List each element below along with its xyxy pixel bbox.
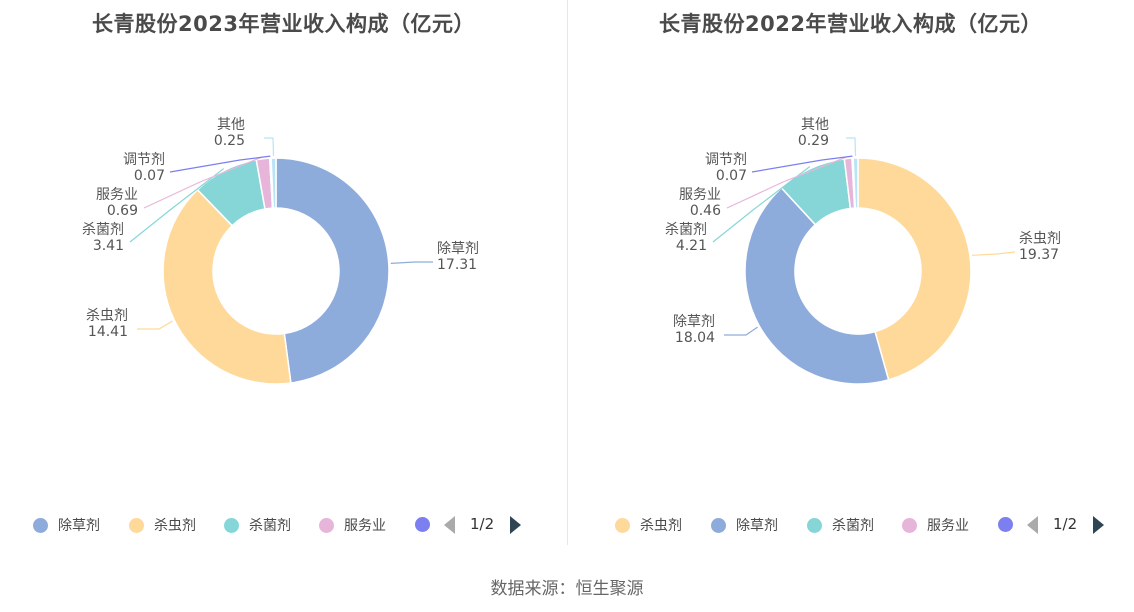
legend-marker bbox=[129, 517, 144, 533]
leader-line bbox=[129, 168, 225, 243]
legend-overflow-dot bbox=[998, 517, 1013, 532]
chart-panel-2022: 长青股份2022年营业收入构成（亿元） 杀虫剂 19.37 除草剂 18.04 杀菌剂 4… bbox=[567, 0, 1134, 545]
legend-label: 杀菌剂 bbox=[832, 518, 874, 534]
chart-legend: 除草剂 杀虫剂 杀菌剂 服务业 1/2 bbox=[0, 510, 567, 540]
legend-label: 杀虫剂 bbox=[640, 518, 682, 534]
chart-legend: 杀虫剂 除草剂 杀菌剂 服务业 1/2 bbox=[567, 510, 1134, 540]
legend-next-page-icon[interactable] bbox=[510, 516, 521, 534]
legend-marker bbox=[319, 517, 334, 533]
leader-line bbox=[712, 166, 811, 243]
legend-item[interactable]: 杀菌剂 bbox=[224, 510, 291, 540]
leader-line bbox=[724, 326, 758, 336]
legend-page-indicator: 1/2 bbox=[470, 515, 495, 533]
slice-label: 其他 bbox=[801, 117, 829, 133]
slice-label: 杀菌剂 bbox=[665, 222, 707, 238]
legend-overflow-dot bbox=[415, 517, 430, 532]
slice-value-label: 0.07 bbox=[134, 168, 165, 184]
legend-item[interactable]: 杀虫剂 bbox=[129, 510, 196, 540]
slice-label: 调节剂 bbox=[705, 152, 747, 168]
slice-value-label: 3.41 bbox=[93, 238, 124, 254]
legend-label: 服务业 bbox=[927, 518, 969, 534]
donut-slice-杀虫剂[interactable] bbox=[162, 188, 292, 385]
leader-line bbox=[751, 155, 853, 173]
slice-value-label: 19.37 bbox=[1019, 247, 1059, 263]
legend-item[interactable]: 杀虫剂 bbox=[615, 510, 682, 540]
legend-marker bbox=[807, 517, 822, 533]
slice-value-label: 0.46 bbox=[690, 203, 721, 219]
leader-line bbox=[264, 137, 275, 157]
donut-slice-其他[interactable] bbox=[270, 157, 277, 209]
legend-item[interactable]: 服务业 bbox=[319, 510, 386, 540]
leader-line bbox=[390, 261, 433, 265]
slice-value-label: 0.25 bbox=[214, 133, 245, 149]
legend-page-indicator: 1/2 bbox=[1053, 515, 1078, 533]
legend-item[interactable]: 除草剂 bbox=[33, 510, 100, 540]
legend-item[interactable]: 服务业 bbox=[902, 510, 969, 540]
legend-label: 除草剂 bbox=[736, 518, 778, 534]
legend-next-page-icon[interactable] bbox=[1093, 516, 1104, 534]
leader-line bbox=[971, 251, 1016, 256]
legend-prev-page-icon[interactable] bbox=[1027, 516, 1038, 534]
slice-value-label: 14.41 bbox=[88, 324, 128, 340]
data-source-note: 数据来源：恒生聚源 bbox=[490, 579, 644, 599]
slice-label: 除草剂 bbox=[437, 241, 479, 257]
legend-marker bbox=[615, 517, 630, 533]
donut-slice-除草剂[interactable] bbox=[275, 157, 390, 384]
slice-label: 杀虫剂 bbox=[1019, 231, 1061, 247]
legend-item[interactable]: 杀菌剂 bbox=[807, 510, 874, 540]
slice-label: 杀虫剂 bbox=[86, 308, 128, 324]
leader-line bbox=[143, 156, 263, 209]
donut-slice-其他[interactable] bbox=[852, 157, 859, 209]
slice-value-label: 4.21 bbox=[676, 238, 707, 254]
slice-label: 调节剂 bbox=[123, 152, 165, 168]
legend-marker bbox=[902, 517, 917, 533]
slice-label: 杀菌剂 bbox=[82, 222, 124, 238]
legend-marker bbox=[33, 517, 48, 533]
slice-value-label: 18.04 bbox=[675, 330, 715, 346]
legend-label: 服务业 bbox=[344, 518, 386, 534]
donut-slice-除草剂[interactable] bbox=[744, 186, 890, 385]
panel-divider bbox=[567, 0, 568, 545]
leader-line bbox=[169, 155, 271, 173]
slice-value-label: 17.31 bbox=[437, 257, 477, 273]
legend-label: 除草剂 bbox=[58, 518, 100, 534]
slice-label: 服务业 bbox=[96, 187, 138, 203]
legend-item[interactable]: 除草剂 bbox=[711, 510, 778, 540]
slice-value-label: 0.07 bbox=[716, 168, 747, 184]
chart-panel-2023: 长青股份2023年营业收入构成（亿元） 除草剂 17.31 杀虫剂 14.41 杀菌剂 3… bbox=[0, 0, 567, 545]
slice-label: 除草剂 bbox=[673, 314, 715, 330]
legend-marker bbox=[224, 517, 239, 533]
leader-line bbox=[137, 320, 173, 330]
legend-label: 杀菌剂 bbox=[249, 518, 291, 534]
legend-prev-page-icon[interactable] bbox=[444, 516, 455, 534]
slice-label: 其他 bbox=[217, 117, 245, 133]
leader-line bbox=[726, 155, 849, 209]
chart-title: 长青股份2023年营业收入构成（亿元） bbox=[92, 12, 475, 36]
slice-value-label: 0.69 bbox=[107, 203, 138, 219]
slice-label: 服务业 bbox=[679, 187, 721, 203]
slice-value-label: 0.29 bbox=[798, 133, 829, 149]
donut-slice-杀虫剂[interactable] bbox=[857, 157, 972, 381]
chart-title: 长青股份2022年营业收入构成（亿元） bbox=[659, 12, 1042, 36]
leader-line bbox=[846, 137, 857, 157]
legend-marker bbox=[711, 517, 726, 533]
legend-label: 杀虫剂 bbox=[154, 518, 196, 534]
